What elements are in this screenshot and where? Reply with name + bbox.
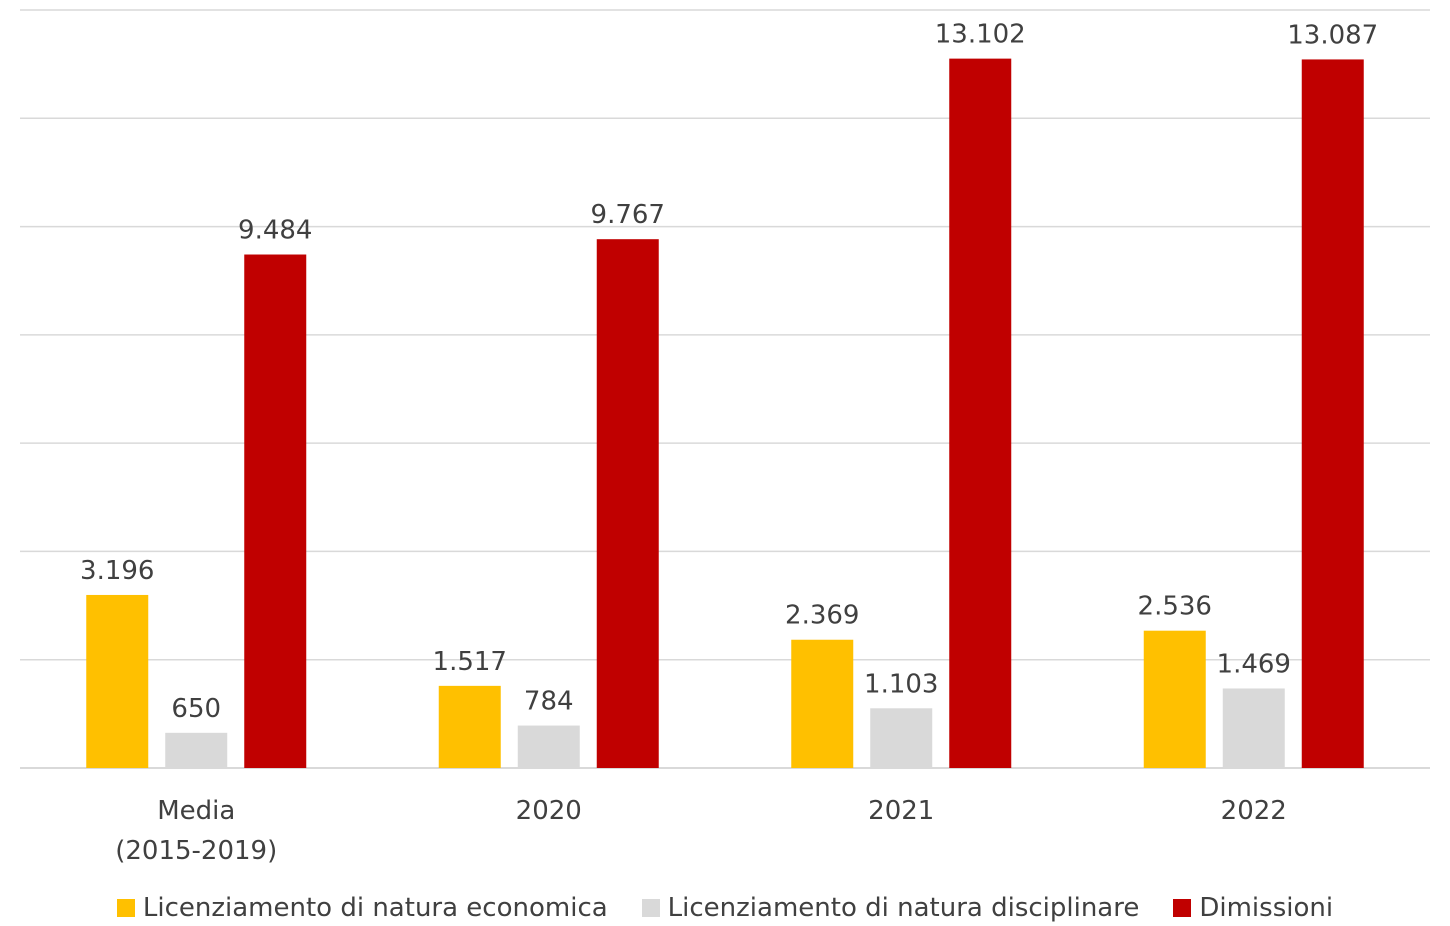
x-tick-label-3: 2021	[868, 796, 934, 826]
legend-swatch-1	[116, 899, 135, 917]
data-label-2-3: 1.103	[864, 669, 938, 699]
bar-chart: 3.196 650 9.484 Media (2015-2019) 1.517 784 9.7…	[20, 9, 1430, 866]
bar-3-4	[1301, 59, 1364, 768]
bar-2-1	[165, 732, 228, 768]
data-label-1-2: 1.517	[433, 647, 507, 677]
legend-swatch-2	[641, 899, 660, 917]
bar-2-2	[517, 725, 580, 768]
legend-item-2: Licenziamento di natura disciplinare	[641, 893, 1140, 923]
bar-1-1	[86, 594, 149, 768]
legend: Licenziamento di natura economica Licenzi…	[0, 893, 1450, 923]
bar-3-1	[244, 254, 307, 768]
x-tick-label-4: 2022	[1221, 796, 1287, 826]
x-tick-label-1-line-1: Media	[157, 796, 235, 826]
legend-item-1: Licenziamento di natura economica	[116, 893, 608, 923]
data-label-1-3: 2.369	[785, 601, 859, 631]
legend-label-2: Licenziamento di natura disciplinare	[667, 893, 1140, 923]
data-label-2-2: 784	[524, 687, 574, 717]
legend-item-3: Dimissioni	[1173, 893, 1333, 923]
legend-label-3: Dimissioni	[1199, 893, 1334, 923]
data-label-1-4: 2.536	[1138, 592, 1212, 622]
x-tick-label-2: 2020	[516, 796, 582, 826]
bar-2-3	[870, 708, 933, 768]
x-tick-label-1-line-2: (2015-2019)	[115, 836, 277, 866]
data-label-3-1: 9.484	[238, 216, 312, 246]
bar-2-4	[1222, 688, 1285, 768]
data-label-1-1: 3.196	[80, 556, 154, 586]
bar-3-2	[596, 239, 659, 769]
bar-3-3	[949, 58, 1012, 768]
data-label-3-2: 9.767	[591, 200, 665, 230]
legend-label-1: Licenziamento di natura economica	[142, 893, 608, 923]
data-label-3-4: 13.087	[1287, 20, 1378, 50]
data-label-3-3: 13.102	[935, 20, 1026, 50]
bar-1-3	[791, 639, 854, 768]
data-label-2-4: 1.469	[1217, 649, 1291, 679]
bar-1-2	[438, 685, 501, 768]
data-label-2-1: 650	[171, 694, 221, 724]
bar-1-4	[1143, 630, 1206, 768]
legend-swatch-3	[1173, 899, 1192, 917]
